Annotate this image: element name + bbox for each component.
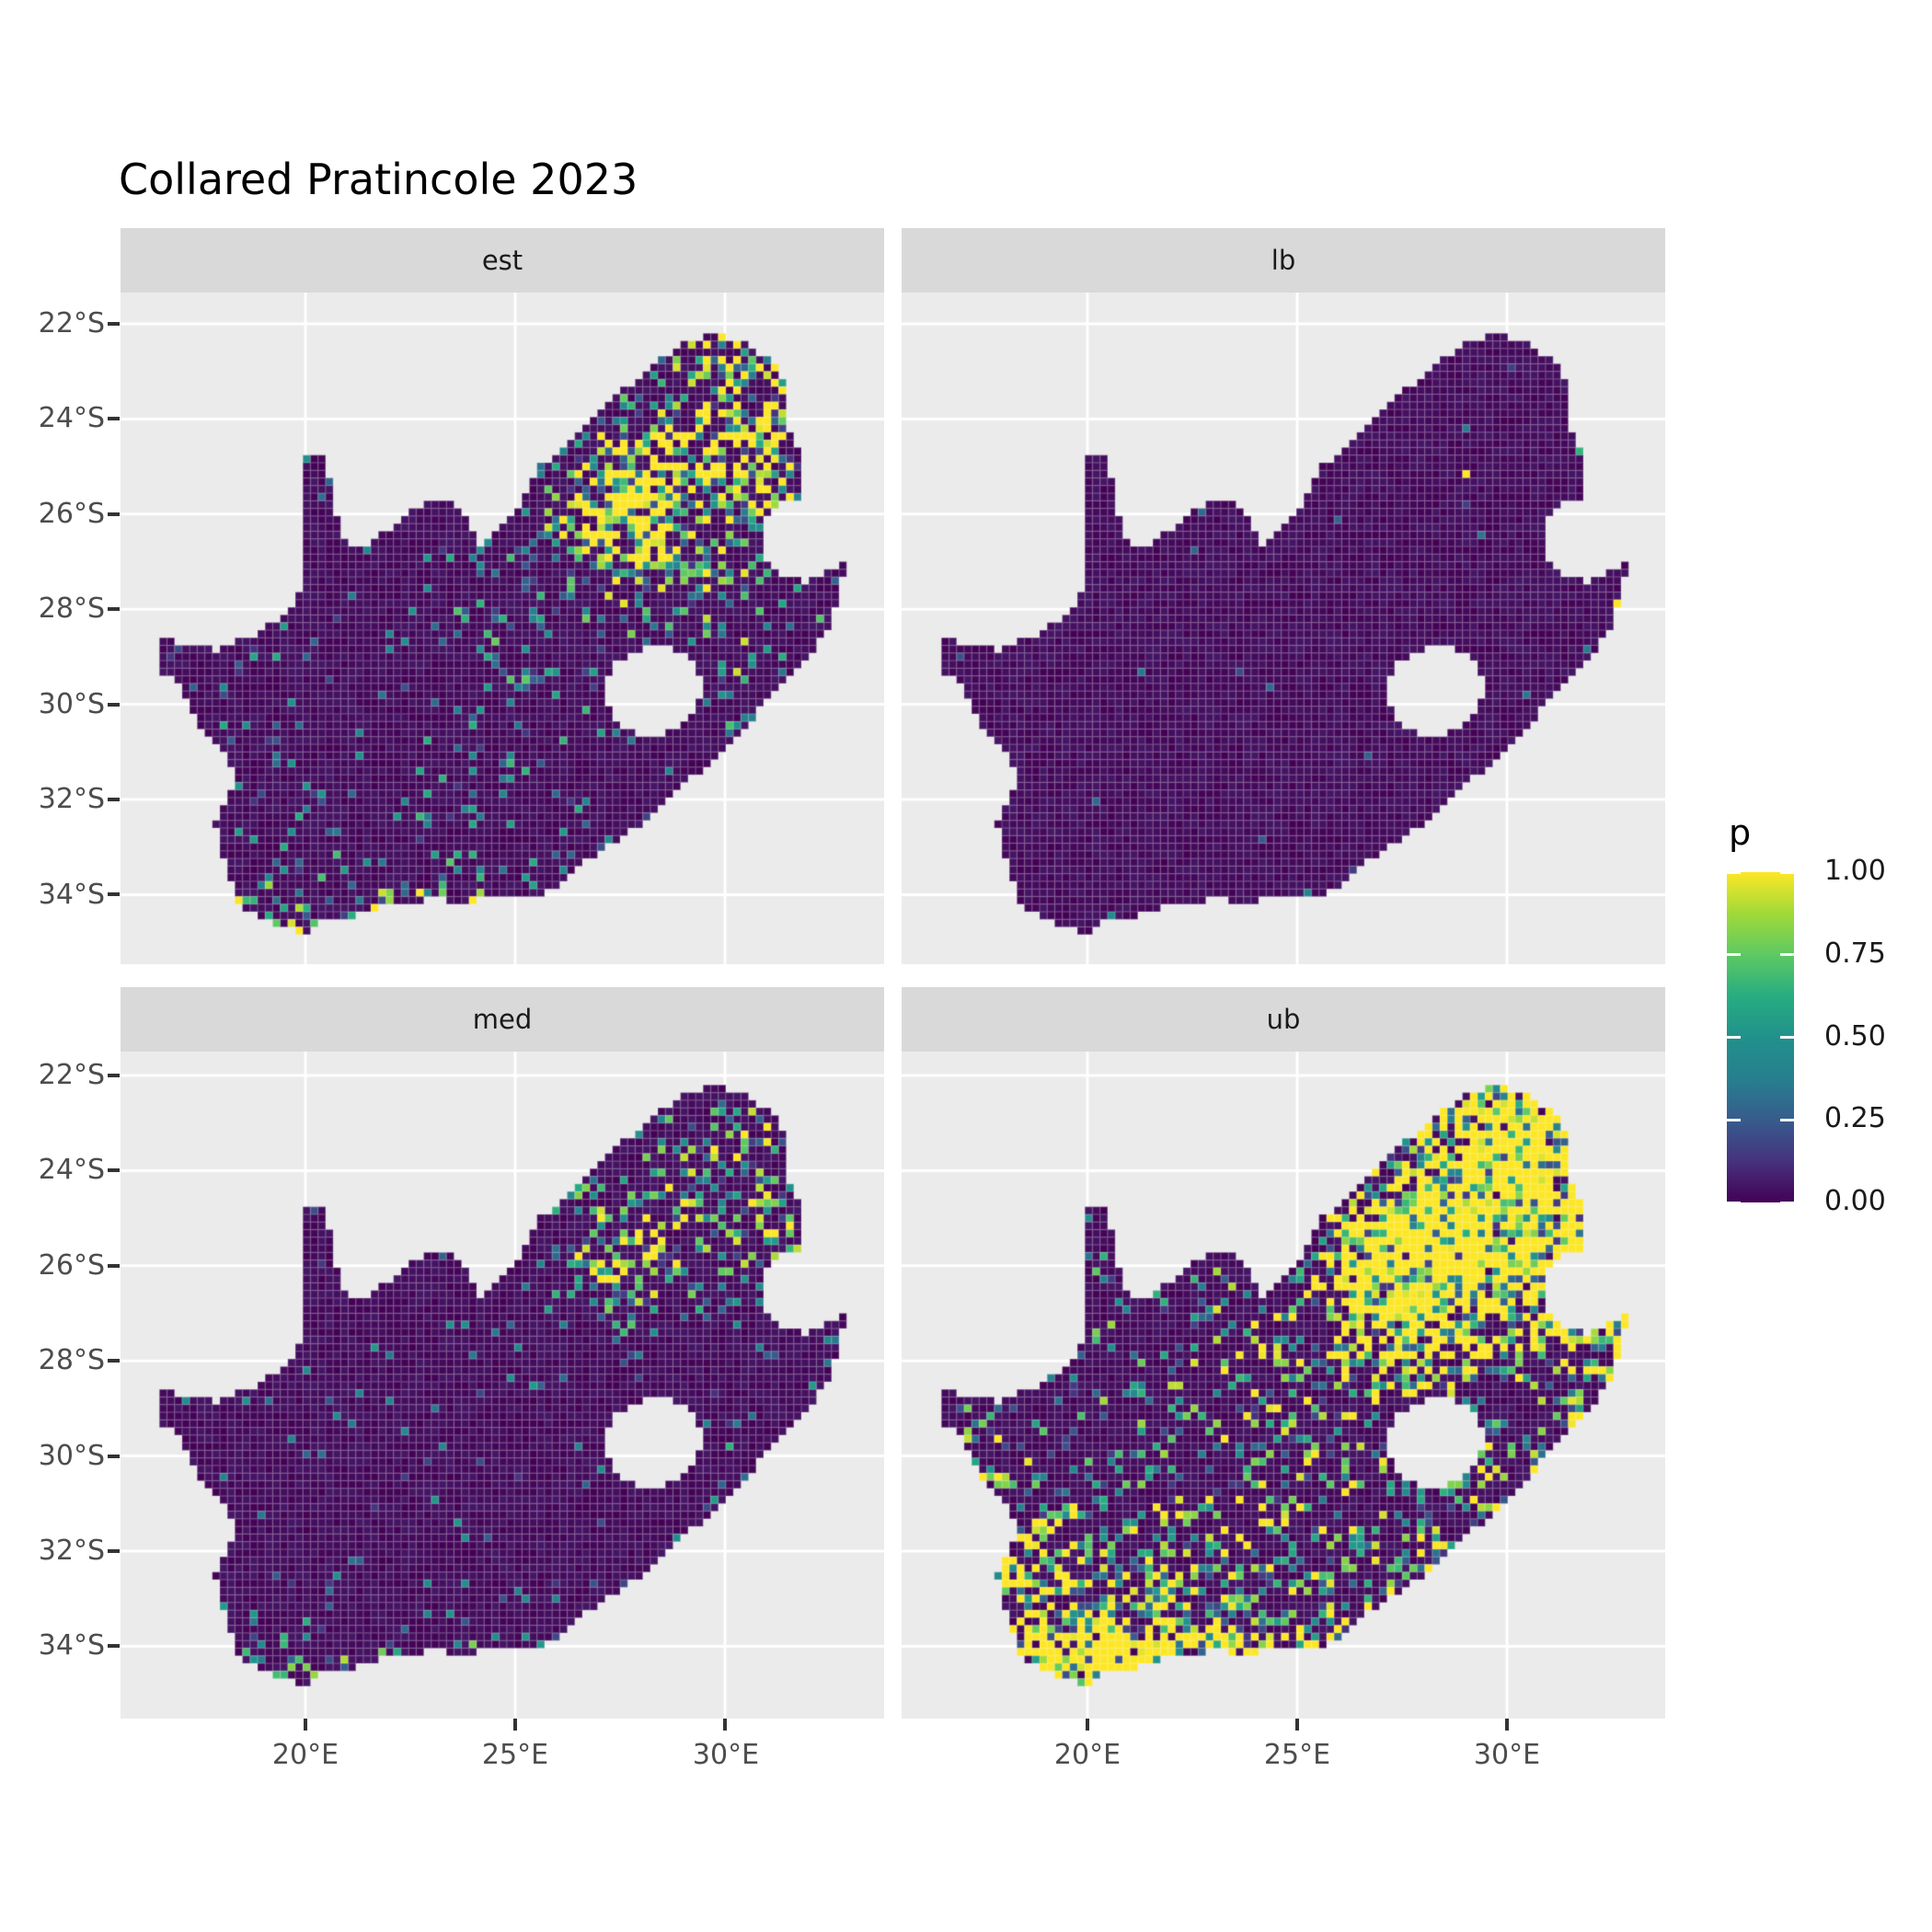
legend-tick-mark <box>1727 1201 1741 1204</box>
axis-tick-mark <box>108 1359 120 1363</box>
legend-tick-mark <box>1727 870 1741 874</box>
legend-tick-mark <box>1780 953 1794 957</box>
axis-tick-mark <box>108 798 120 801</box>
facet-strip-label: ub <box>1266 1004 1301 1035</box>
facet-strip-ub: ub <box>902 987 1665 1052</box>
axis-tick-mark <box>108 1263 120 1268</box>
legend-label: 0.00 <box>1824 1185 1886 1217</box>
plot-title: Collared Pratincole 2023 <box>119 155 638 204</box>
axis-tick-mark <box>1505 1719 1509 1731</box>
y-axis-label: 32°S <box>38 1535 105 1567</box>
legend-tick-mark <box>1727 1036 1741 1039</box>
y-axis-label: 22°S <box>38 307 105 339</box>
axis-tick-mark <box>108 1168 120 1173</box>
legend-tick-mark <box>1780 1036 1794 1039</box>
axis-tick-mark <box>304 1719 307 1731</box>
legend-tick-mark <box>1780 1118 1794 1121</box>
axis-tick-mark <box>108 1549 120 1553</box>
axis-tick-mark <box>108 1644 120 1649</box>
legend-label: 0.25 <box>1824 1102 1886 1134</box>
axis-tick-mark <box>108 1074 120 1077</box>
axis-tick-mark <box>108 1454 120 1458</box>
axis-tick-mark <box>108 322 120 326</box>
x-axis-label: 25°E <box>1263 1739 1331 1771</box>
map-panel-ub <box>902 1052 1665 1719</box>
legend-label: 1.00 <box>1824 855 1886 887</box>
axis-tick-mark <box>108 892 120 897</box>
facet-strip-med: med <box>121 987 884 1052</box>
axis-tick-mark <box>513 1719 517 1731</box>
y-axis-label: 26°S <box>38 1249 105 1282</box>
legend-tick-mark <box>1727 953 1741 957</box>
axis-tick-mark <box>1086 1719 1089 1731</box>
legend-label: 0.50 <box>1824 1020 1886 1052</box>
axis-tick-mark <box>108 512 120 516</box>
facet-strip-label: med <box>472 1004 533 1035</box>
legend-tick-mark <box>1780 1201 1794 1204</box>
facet-strip-lb: lb <box>902 228 1665 293</box>
legend-tick-mark <box>1727 1118 1741 1121</box>
x-axis-label: 30°E <box>692 1739 760 1771</box>
axis-tick-mark <box>1295 1719 1299 1731</box>
y-axis-label: 34°S <box>38 1629 105 1662</box>
axis-tick-mark <box>108 417 120 421</box>
facet-strip-est: est <box>121 228 884 293</box>
x-axis-label: 20°E <box>271 1739 339 1771</box>
legend-title: p <box>1729 812 1752 853</box>
y-axis-label: 24°S <box>38 402 105 434</box>
axis-tick-mark <box>723 1719 727 1731</box>
y-axis-label: 24°S <box>38 1154 105 1186</box>
map-panel-med <box>121 1052 884 1719</box>
x-axis-label: 30°E <box>1473 1739 1541 1771</box>
y-axis-label: 30°S <box>38 688 105 720</box>
x-axis-label: 25°E <box>481 1739 549 1771</box>
y-axis-label: 30°S <box>38 1440 105 1472</box>
map-panel-est <box>121 293 884 964</box>
x-axis-label: 20°E <box>1053 1739 1121 1771</box>
axis-tick-mark <box>108 702 120 707</box>
legend-tick-mark <box>1780 870 1794 874</box>
y-axis-label: 28°S <box>38 1344 105 1376</box>
axis-tick-mark <box>108 607 120 612</box>
facet-strip-label: est <box>481 245 523 276</box>
y-axis-label: 34°S <box>38 879 105 911</box>
y-axis-label: 32°S <box>38 783 105 815</box>
y-axis-label: 28°S <box>38 592 105 625</box>
legend-label: 0.75 <box>1824 937 1886 970</box>
y-axis-label: 22°S <box>38 1059 105 1091</box>
y-axis-label: 26°S <box>38 498 105 530</box>
map-panel-lb <box>902 293 1665 964</box>
facet-strip-label: lb <box>1271 245 1296 276</box>
